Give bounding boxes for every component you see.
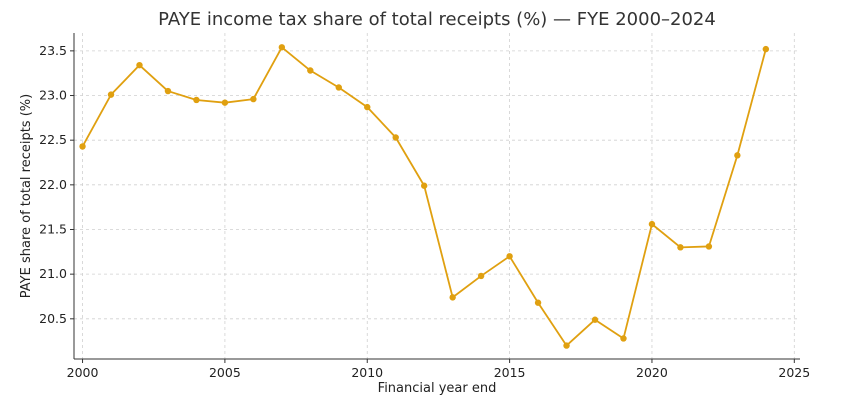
data-point	[335, 84, 342, 91]
data-point	[221, 99, 229, 106]
x-tick-label: 2000	[67, 365, 99, 380]
data-point	[477, 272, 485, 280]
data-point	[136, 61, 143, 69]
axes-layer: 2000 2005 2010 2015 2020 2025 20.5 21.0 21.5 22.0…	[39, 33, 810, 380]
data-point	[307, 67, 314, 74]
y-tick-label: 21.0	[39, 266, 67, 281]
data-point	[164, 87, 172, 95]
data-point	[534, 299, 542, 306]
x-axis-label: Financial year end	[378, 381, 497, 396]
data-point	[762, 45, 770, 53]
data-point	[506, 253, 513, 260]
data-point	[449, 294, 456, 301]
series-layer	[79, 44, 770, 349]
x-tick-label: 2020	[636, 365, 668, 380]
data-point	[648, 220, 656, 228]
x-tick-label: 2005	[209, 365, 241, 380]
grid-layer	[74, 33, 800, 359]
x-tick-label: 2025	[778, 365, 810, 380]
data-point	[364, 103, 371, 111]
y-tick-label: 23.0	[39, 88, 67, 103]
data-point	[107, 91, 115, 98]
chart-title: PAYE income tax share of total receipts …	[158, 9, 716, 30]
y-tick-label: 21.5	[39, 221, 67, 236]
data-point	[620, 335, 627, 342]
data-point	[705, 243, 713, 250]
data-point	[193, 96, 200, 104]
data-point	[79, 143, 86, 150]
data-point	[278, 44, 286, 51]
x-tick-label: 2010	[351, 365, 383, 380]
data-point	[250, 95, 257, 103]
data-point	[392, 134, 399, 141]
x-tick-label: 2015	[494, 365, 526, 380]
data-point	[420, 182, 428, 189]
y-tick-label: 20.5	[39, 311, 67, 326]
y-tick-label: 22.0	[39, 177, 67, 192]
data-point	[563, 342, 570, 349]
series-line	[81, 46, 767, 347]
data-point	[591, 316, 599, 323]
y-tick-label: 22.5	[39, 132, 67, 147]
data-point	[677, 244, 684, 251]
data-point	[734, 152, 741, 159]
y-axis-label: PAYE share of total receipts (%)	[19, 94, 34, 298]
y-tick-label: 23.5	[39, 43, 67, 58]
